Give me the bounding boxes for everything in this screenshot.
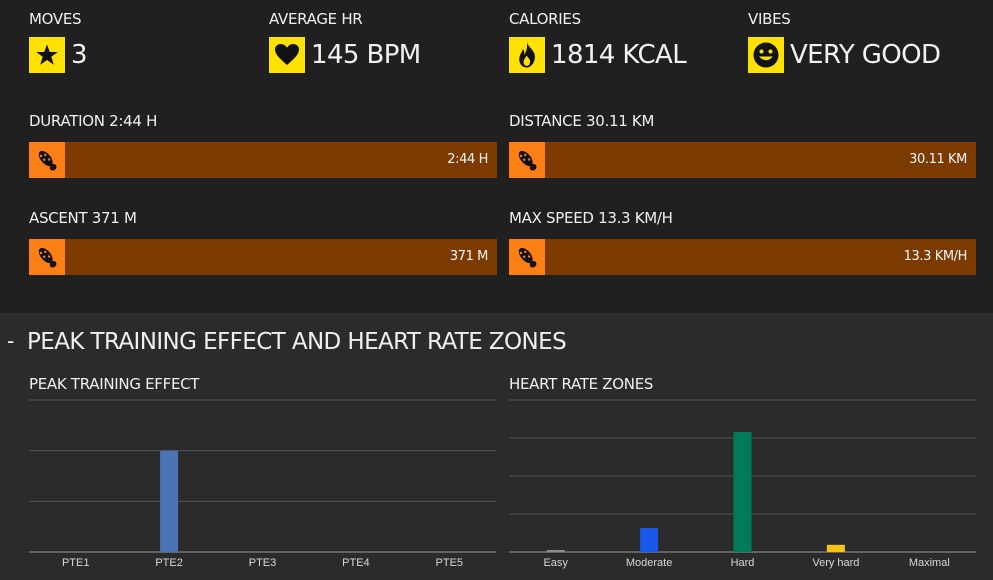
stat-label: CALORIES: [509, 10, 581, 28]
stat-value: 3: [71, 40, 88, 70]
duration-bar: 2:44 H: [29, 142, 497, 178]
stat-value: VERY GOOD: [790, 40, 941, 70]
ascent-label: ASCENT 371 M: [29, 209, 137, 227]
hr-zones-chart: Easy Moderate Hard Very hard Maximal: [509, 399, 976, 569]
duration-label: DURATION 2:44 H: [29, 112, 158, 130]
shoe-print-icon: [29, 142, 65, 178]
bar-easy: [546, 550, 565, 552]
stat-label: MOVES: [29, 10, 82, 28]
tick-label: Very hard: [812, 557, 859, 569]
bar-pte2: [160, 450, 179, 552]
bar-very-hard: [826, 544, 845, 552]
tick-label: Hard: [731, 557, 755, 569]
stat-value: 1814 KCAL: [551, 40, 687, 70]
stat-label: AVERAGE HR: [269, 10, 363, 28]
stat-value: 145 BPM: [311, 40, 421, 70]
max-speed-value: 13.3 KM/H: [903, 249, 968, 264]
smiley-icon: [748, 37, 784, 73]
stat-vibes: VIBES VERY GOOD: [748, 10, 941, 73]
max-speed-label: MAX SPEED 13.3 KM/H: [509, 209, 673, 227]
tick-label: Easy: [543, 557, 568, 569]
stat-calories: CALORIES 1814 KCAL: [509, 10, 687, 73]
pte-chart-title: PEAK TRAINING EFFECT: [29, 375, 200, 393]
tick-label: PTE4: [342, 557, 370, 569]
shoe-print-icon: [29, 239, 65, 275]
tick-label: PTE1: [62, 557, 90, 569]
tick-label: PTE2: [155, 557, 183, 569]
flame-icon: [509, 37, 545, 73]
duration-value: 2:44 H: [447, 152, 488, 167]
distance-label: DISTANCE 30.11 KM: [509, 112, 655, 130]
heart-icon: [269, 37, 305, 73]
ascent-value: 371 M: [449, 249, 489, 264]
bar-hard: [733, 432, 752, 552]
pte-chart: PTE1 PTE2 PTE3 PTE4 PTE5: [29, 399, 496, 569]
hr-zones-chart-title: HEART RATE ZONES: [509, 375, 654, 393]
max-speed-bar: 13.3 KM/H: [509, 239, 976, 275]
tick-label: PTE3: [249, 557, 277, 569]
distance-bar: 30.11 KM: [509, 142, 976, 178]
section-title: PEAK TRAINING EFFECT AND HEART RATE ZONE…: [27, 329, 567, 355]
ascent-bar: 371 M: [29, 239, 497, 275]
star-icon: [29, 37, 65, 73]
stat-average-hr: AVERAGE HR 145 BPM: [269, 10, 421, 73]
bar-moderate: [640, 528, 659, 552]
shoe-print-icon: [509, 142, 545, 178]
tick-label: PTE5: [436, 557, 464, 569]
distance-value: 30.11 KM: [909, 152, 967, 167]
collapse-toggle[interactable]: -: [7, 328, 15, 353]
stat-moves: MOVES 3: [29, 10, 88, 73]
tick-label: Moderate: [626, 557, 672, 569]
shoe-print-icon: [509, 239, 545, 275]
stat-label: VIBES: [748, 10, 791, 28]
tick-label: Maximal: [909, 557, 950, 569]
